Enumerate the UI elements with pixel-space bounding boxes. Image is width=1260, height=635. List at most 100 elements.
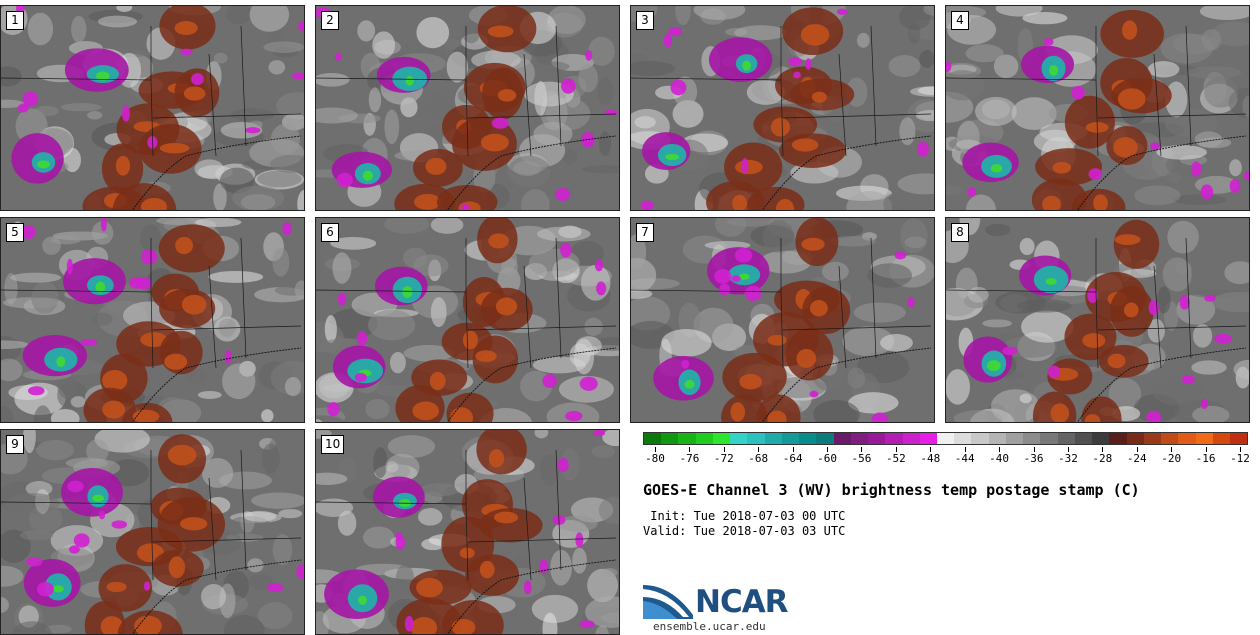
colorbar-swatch <box>885 433 903 444</box>
water-vapor-map <box>316 6 619 210</box>
site-url: ensemble.ucar.edu <box>653 620 766 633</box>
colorbar-swatch <box>833 433 851 444</box>
ensemble-member-panel: 10 <box>315 429 620 635</box>
colorbar-swatch <box>936 433 955 444</box>
colorbar-swatch <box>1092 433 1110 444</box>
colorbar-tick-mark <box>1205 447 1207 452</box>
ensemble-member-panel: 5 <box>0 217 305 423</box>
colorbar-swatch <box>902 433 920 444</box>
colorbar-tick-label: -40 <box>989 452 1010 465</box>
colorbar-swatch <box>1212 433 1230 444</box>
water-vapor-map <box>631 218 934 422</box>
colorbar-swatch <box>1126 433 1144 444</box>
colorbar-swatch <box>1178 433 1196 444</box>
member-number-label: 9 <box>6 435 24 454</box>
colorbar-tick-mark <box>930 447 932 452</box>
colorbar-tick-mark <box>1240 447 1241 452</box>
colorbar-swatch <box>661 433 679 444</box>
colorbar-swatch <box>1109 433 1127 444</box>
colorbar-tick-mark <box>964 447 966 452</box>
colorbar-tick-label: -24 <box>1126 452 1147 465</box>
colorbar-swatch <box>850 433 869 444</box>
colorbar-tick-label: -28 <box>1092 452 1113 465</box>
member-number-label: 3 <box>636 11 654 30</box>
colorbar-swatch <box>1040 433 1058 444</box>
member-number-label: 5 <box>6 223 24 242</box>
colorbar-tick-mark <box>723 447 725 452</box>
colorbar-swatch <box>1195 433 1213 444</box>
colorbar-tick-mark <box>1102 447 1104 452</box>
colorbar-swatch <box>919 433 937 444</box>
colorbar-tick-label: -60 <box>817 452 837 465</box>
member-number-label: 1 <box>6 11 24 30</box>
water-vapor-map <box>316 430 619 634</box>
water-vapor-map <box>316 218 619 422</box>
member-number-label: 8 <box>951 223 969 242</box>
colorbar-ticks: -80 -76 -72 -68 -64 -60 -56 -52 -48 -44 -40 -36 -32 -… <box>643 447 1250 467</box>
colorbar-tick-label: -32 <box>1058 452 1078 465</box>
colorbar-swatch <box>988 433 1006 444</box>
colorbar-tick-label: -48 <box>920 452 941 465</box>
init-time: Init: Tue 2018-07-03 00 UTC <box>643 509 846 523</box>
colorbar-tick-mark <box>758 447 760 452</box>
colorbar-swatch <box>730 433 748 444</box>
colorbar-tick-mark <box>999 447 1001 452</box>
colorbar-tick-mark <box>1067 447 1069 452</box>
colorbar-swatch <box>868 433 886 444</box>
ensemble-member-panel: 1 <box>0 5 305 211</box>
ncar-logo: NCAR <box>643 579 803 621</box>
colorbar-tick-label: -56 <box>851 452 872 465</box>
colorbar-swatch <box>1161 433 1179 444</box>
member-number-label: 4 <box>951 11 969 30</box>
colorbar-swatch <box>1057 433 1075 444</box>
colorbar-swatch <box>747 433 765 444</box>
colorbar-swatch <box>1074 433 1093 444</box>
member-number-label: 10 <box>321 435 345 454</box>
colorbar-tick-label: -12 <box>1230 452 1250 465</box>
member-number-label: 6 <box>321 223 339 242</box>
colorbar-swatch <box>954 433 972 444</box>
colorbar-swatch <box>781 433 800 444</box>
colorbar-swatch <box>1005 433 1024 444</box>
colorbar-swatch <box>816 433 834 444</box>
colorbar-tick-label: -72 <box>713 452 734 465</box>
colorbar-tick-mark <box>792 447 794 452</box>
logo-wordmark: NCAR <box>695 584 789 620</box>
member-number-label: 7 <box>636 223 654 242</box>
colorbar-tick-label: -52 <box>885 452 906 465</box>
ensemble-member-panel: 6 <box>315 217 620 423</box>
colorbar-swatch <box>971 433 989 444</box>
ensemble-member-panel: 2 <box>315 5 620 211</box>
ensemble-member-panel: 4 <box>945 5 1250 211</box>
colorbar-swatch <box>1023 433 1041 444</box>
colorbar-swatch <box>1143 433 1162 444</box>
water-vapor-map <box>946 218 1249 422</box>
valid-time: Valid: Tue 2018-07-03 03 UTC <box>643 524 846 538</box>
colorbar-tick-mark <box>895 447 897 452</box>
member-number-label: 2 <box>321 11 339 30</box>
colorbar-tick-mark <box>1171 447 1173 452</box>
colorbar-tick-mark <box>1033 447 1035 452</box>
colorbar-tick-mark <box>655 447 656 452</box>
water-vapor-map <box>1 218 304 422</box>
colorbar-tick-label: -68 <box>748 452 769 465</box>
colorbar-swatch <box>695 433 713 444</box>
ensemble-member-panel: 9 <box>0 429 305 635</box>
colorbar-tick-label: -20 <box>1161 452 1182 465</box>
product-title: GOES-E Channel 3 (WV) brightness temp po… <box>643 481 1140 499</box>
colorbar-tick-label: -44 <box>954 452 975 465</box>
colorbar-tick-mark <box>1136 447 1138 452</box>
colorbar-tick-label: -76 <box>679 452 700 465</box>
ensemble-member-panel: 7 <box>630 217 935 423</box>
colorbar-tick-mark <box>827 447 829 452</box>
colorbar-tick-label: -80 <box>645 452 665 465</box>
colorbar-swatch <box>764 433 782 444</box>
colorbar-swatch <box>1229 433 1248 444</box>
ensemble-member-panel: 8 <box>945 217 1250 423</box>
colorbar <box>643 432 1248 445</box>
water-vapor-map <box>631 6 934 210</box>
colorbar-swatch <box>799 433 817 444</box>
colorbar-swatch <box>644 433 662 444</box>
colorbar-tick-mark <box>861 447 863 452</box>
colorbar-tick-mark <box>689 447 691 452</box>
